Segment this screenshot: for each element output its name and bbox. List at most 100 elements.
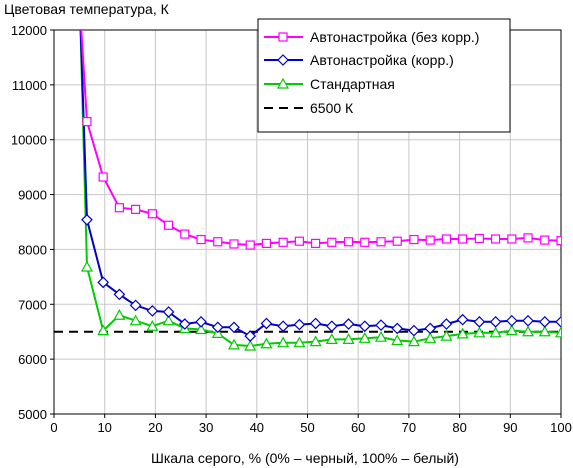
data-point: [309, 317, 322, 330]
data-point: [538, 315, 551, 328]
data-point: [456, 313, 469, 326]
y-axis-ticks: 5000 6000 7000 8000 9000 10000 11000 12000: [11, 23, 54, 422]
data-point: [196, 234, 206, 245]
data-point: [391, 334, 404, 346]
data-point: [260, 337, 273, 349]
data-point: [129, 314, 142, 326]
data-point: [278, 32, 288, 42]
data-point: [245, 240, 255, 250]
data-point: [325, 333, 338, 344]
data-point: [293, 318, 306, 331]
x-tick-label: 70: [402, 420, 416, 435]
x-axis-title: Шкала серого, % (0% – черный, 100% – бел…: [151, 450, 459, 466]
data-point: [458, 234, 468, 244]
data-point: [555, 315, 561, 328]
data-point: [424, 332, 437, 343]
x-tick-label: 60: [351, 420, 365, 435]
y-tick-label: 6000: [18, 352, 47, 367]
data-point: [505, 324, 518, 336]
x-tick-label: 90: [503, 420, 517, 435]
data-point: [540, 235, 550, 245]
data-point: [376, 237, 386, 247]
data-point: [276, 77, 290, 89]
legend-item: Стандартная: [264, 76, 395, 92]
data-point: [311, 238, 321, 248]
data-point: [293, 336, 306, 348]
data-point: [180, 229, 190, 239]
x-tick-label: 50: [300, 420, 314, 435]
data-point: [391, 322, 404, 335]
data-point: [229, 239, 239, 249]
x-tick-label: 100: [550, 420, 572, 435]
y-tick-label: 12000: [11, 23, 47, 38]
data-point: [97, 324, 110, 336]
y-tick-label: 7000: [18, 297, 47, 312]
data-point: [374, 330, 388, 342]
legend-label: Автонастройка (без корр.): [310, 29, 479, 45]
y-tick-label: 5000: [18, 407, 47, 422]
data-point: [82, 117, 92, 127]
data-point: [294, 236, 304, 246]
data-point: [490, 234, 501, 244]
data-point: [211, 321, 224, 334]
x-tick-label: 10: [97, 420, 111, 435]
data-point: [342, 318, 355, 330]
legend-item: Автонастройка (корр.): [264, 52, 454, 68]
legend: Автонастройка (без корр.) Автонастройка (…: [257, 18, 511, 133]
data-point: [195, 315, 207, 328]
data-point: [278, 237, 288, 247]
data-point: [441, 234, 452, 244]
data-point: [425, 235, 435, 245]
data-point: [309, 335, 322, 347]
data-point: [358, 320, 371, 333]
data-point: [360, 237, 370, 247]
data-point: [523, 233, 533, 243]
data-point: [473, 326, 486, 338]
y-tick-label: 10000: [11, 133, 47, 148]
x-tick-label: 40: [250, 420, 264, 435]
data-point: [131, 204, 141, 214]
data-point: [456, 327, 469, 339]
data-point: [408, 324, 420, 337]
data-point: [146, 305, 159, 317]
data-point: [98, 172, 108, 182]
data-point: [195, 323, 208, 335]
data-point: [409, 234, 419, 245]
x-tick-label: 20: [148, 420, 162, 435]
legend-label: 6500 К: [310, 100, 354, 116]
data-point: [507, 234, 517, 244]
data-point: [342, 333, 355, 344]
y-tick-label: 8000: [18, 242, 47, 257]
data-point: [538, 325, 551, 337]
legend-item: Автонастройка (без корр.): [264, 29, 479, 45]
data-point: [375, 319, 387, 331]
y-tick-label: 11000: [12, 78, 47, 93]
data-point: [147, 209, 157, 219]
y-tick-label: 9000: [18, 188, 47, 203]
data-point: [325, 320, 338, 333]
data-point: [244, 330, 257, 342]
data-point: [129, 299, 142, 312]
data-point: [228, 321, 240, 334]
data-point: [522, 314, 534, 327]
data-point: [213, 237, 223, 247]
data-point: [80, 260, 93, 272]
data-point: [162, 314, 175, 326]
data-point: [489, 326, 502, 338]
data-point: [277, 320, 290, 333]
data-point: [163, 220, 174, 230]
data-point: [277, 54, 289, 66]
data-point: [474, 233, 484, 244]
x-tick-label: 30: [199, 420, 213, 435]
series-2: [79, 30, 561, 342]
data-point: [522, 325, 535, 337]
data-point: [277, 336, 290, 348]
data-point: [489, 315, 502, 328]
data-point: [343, 237, 354, 247]
data-point: [473, 315, 486, 328]
data-point: [440, 329, 453, 341]
data-point: [505, 314, 518, 327]
data-point: [97, 276, 110, 289]
y-axis-title: Цветовая температура, К: [4, 1, 170, 17]
